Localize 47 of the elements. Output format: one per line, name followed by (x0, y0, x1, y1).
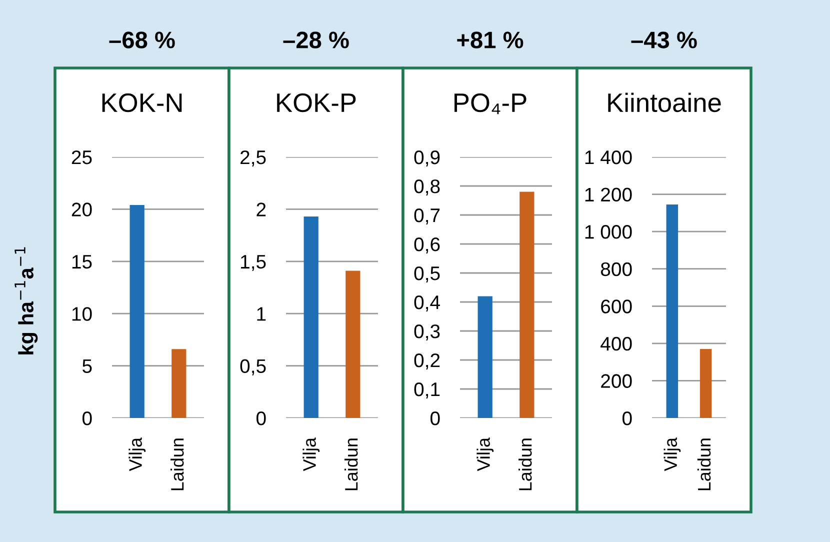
y-tick-label: 0,8 (414, 179, 440, 196)
y-tick-label: 800 (600, 262, 632, 276)
x-tick-label: Laidun (344, 438, 358, 490)
y-tick-label: 0,6 (414, 237, 440, 254)
y-tick-label: 15 (72, 255, 92, 269)
y-tick-label: 200 (601, 374, 632, 388)
y-tick-label: 20 (72, 202, 92, 216)
x-tick-label: Vilja (128, 437, 146, 472)
y-tick-label: 0 (430, 411, 440, 426)
y-tick-label: 0,3 (414, 324, 440, 341)
y-tick-label: 600 (601, 300, 632, 314)
y-tick-label: 0 (622, 411, 632, 426)
text: +81 % (457, 32, 524, 48)
y-tick-label: 1,5 (241, 255, 266, 271)
y-tick-label: 1 000 (585, 225, 632, 239)
chart-title: PO₄-P (454, 93, 526, 114)
x-tick-label: Laidun (170, 438, 184, 490)
y-tick-label: 5 (82, 359, 92, 374)
y-tick-label: 1 200 (585, 188, 632, 202)
chart-title: KOK-P (277, 93, 356, 112)
chart-title: KOK-N (102, 93, 182, 112)
y-tick-label: 2,5 (240, 150, 266, 167)
y-tick-label: 0,5 (414, 266, 440, 283)
chart-title: Kiintoaine (608, 92, 721, 112)
y-tick-label: 0,7 (414, 208, 440, 225)
y-axis-title: kg ha$^{−1}$a$^{−1}$ (14, 247, 38, 354)
y-tick-label: 0,9 (414, 150, 440, 167)
y-tick-label: 1 (257, 307, 266, 321)
y-tick-label: 0 (256, 411, 266, 426)
y-tick-label: 0,5 (240, 359, 266, 376)
y-tick-label: 0,4 (414, 295, 440, 312)
y-tick-label: 0,2 (414, 353, 440, 370)
y-tick-label: 0 (82, 411, 92, 426)
y-tick-label: 25 (72, 150, 92, 164)
x-tick-label: Vilja (302, 437, 320, 472)
text: –68 % (109, 32, 175, 48)
x-tick-label: Vilja (476, 437, 494, 472)
text: –43 % (631, 32, 697, 48)
y-tick-label: 10 (72, 307, 92, 321)
x-tick-label: Laidun (697, 438, 711, 490)
y-tick-label: 0,1 (414, 382, 440, 399)
y-tick-label: 400 (600, 336, 632, 351)
y-tick-label: 2 (256, 202, 266, 216)
x-tick-label: Laidun (518, 438, 532, 490)
x-tick-label: Vilja (664, 437, 681, 472)
text: –28 % (283, 32, 349, 48)
y-tick-label: 1 400 (585, 150, 632, 164)
